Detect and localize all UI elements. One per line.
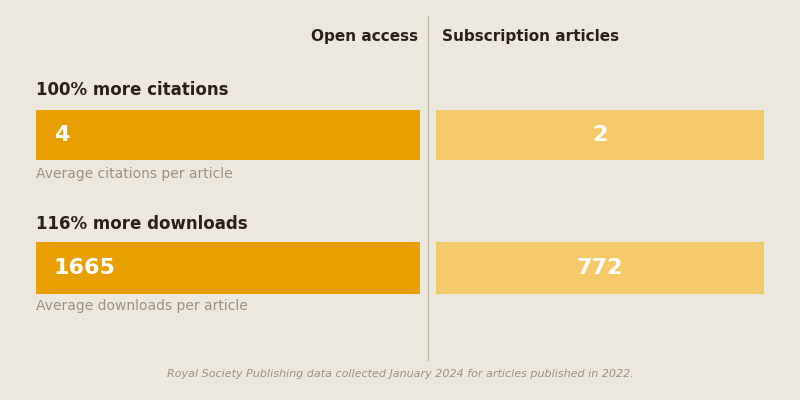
Text: Average downloads per article: Average downloads per article xyxy=(36,299,248,313)
Bar xyxy=(36,110,420,160)
Text: 2: 2 xyxy=(592,125,608,145)
Text: Subscription articles: Subscription articles xyxy=(442,28,619,44)
Text: 100% more citations: 100% more citations xyxy=(36,81,229,99)
Text: Average citations per article: Average citations per article xyxy=(36,167,233,181)
Text: 1665: 1665 xyxy=(54,258,115,278)
Text: Royal Society Publishing data collected January 2024 for articles published in 2: Royal Society Publishing data collected … xyxy=(166,369,634,379)
Bar xyxy=(436,242,764,294)
Bar xyxy=(436,110,764,160)
Text: 772: 772 xyxy=(577,258,623,278)
Text: Open access: Open access xyxy=(311,28,418,44)
Text: 4: 4 xyxy=(54,125,69,145)
Text: 116% more downloads: 116% more downloads xyxy=(36,215,248,233)
Bar xyxy=(36,242,420,294)
